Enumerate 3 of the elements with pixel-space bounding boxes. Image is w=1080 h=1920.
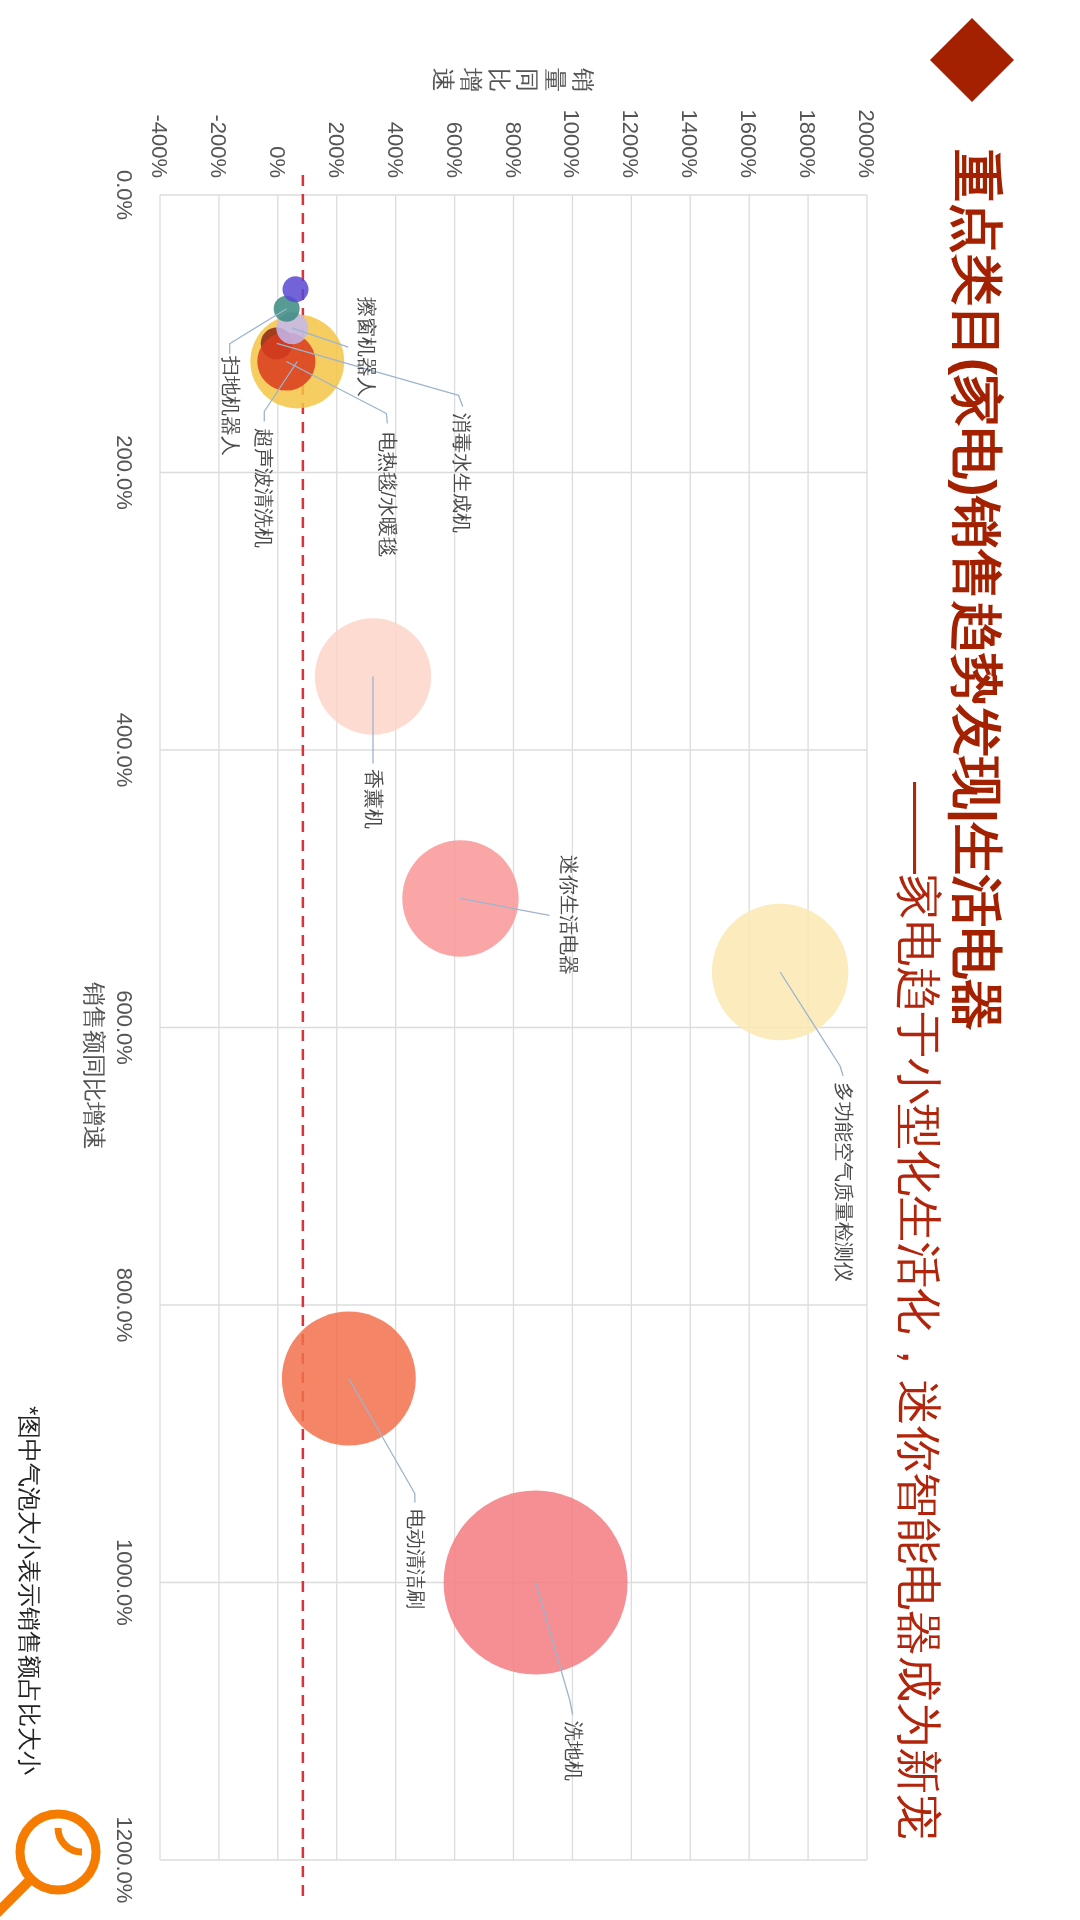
title: 重点类目(家电)销售趋势发现|生活电器 <box>948 150 1006 1032</box>
subtitle: ——家电趋于小型化生活化，迷你智能电器成为新宠 <box>893 782 945 1840</box>
note: *图中气泡大小表示销售额占比大小 <box>16 1406 43 1776</box>
